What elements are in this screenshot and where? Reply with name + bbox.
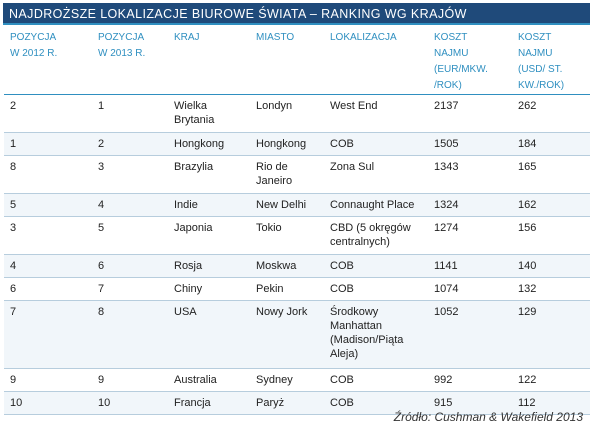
cell-city: Paryż — [250, 391, 324, 415]
cell-country: Australia — [168, 368, 250, 392]
cell-country: Chiny — [168, 277, 250, 301]
cell-country: Hongkong — [168, 132, 250, 156]
cell-cost-eur: 1324 — [428, 193, 512, 217]
cell-pos2013: 2 — [92, 132, 168, 156]
cell-cost-eur: 1343 — [428, 155, 512, 194]
cell-cost-eur: 1052 — [428, 300, 512, 369]
cell-country: Rosja — [168, 254, 250, 278]
table-row: 9 9 Australia Sydney COB 992 122 — [4, 368, 590, 392]
table-row: 10 10 Francja Paryż COB 915 112 — [4, 391, 590, 415]
table-row: 5 4 Indie New Delhi Connaught Place 1324… — [4, 193, 590, 217]
column-header-city: MIASTO — [250, 28, 324, 95]
cell-cost-eur: 1274 — [428, 216, 512, 255]
cell-pos2012: 1 — [4, 132, 92, 156]
column-header-cost-eur: KOSZT NAJMU (EUR/MKW./ROK) — [428, 28, 512, 95]
cell-pos2013: 8 — [92, 300, 168, 369]
column-header-pos2012: POZYCJA W 2012 R. — [4, 28, 92, 95]
cell-pos2013: 9 — [92, 368, 168, 392]
cell-cost-usd: 122 — [512, 368, 590, 392]
cell-city: Hongkong — [250, 132, 324, 156]
cell-pos2012: 10 — [4, 391, 92, 415]
cell-location: Środkowy Manhattan (Madison/Piąta Aleja) — [324, 300, 428, 369]
cell-location: COB — [324, 254, 428, 278]
cell-country: USA — [168, 300, 250, 369]
cell-country: Japonia — [168, 216, 250, 255]
cell-location: Zona Sul — [324, 155, 428, 194]
cell-country: Brazylia — [168, 155, 250, 194]
column-header-cost-usd: KOSZT NAJMU (USD/ ST. KW./ROK) — [512, 28, 590, 95]
cell-pos2012: 2 — [4, 94, 92, 133]
cell-country: Indie — [168, 193, 250, 217]
cell-location: COB — [324, 391, 428, 415]
cell-location: CBD (5 okręgów centralnych) — [324, 216, 428, 255]
table-header-row: POZYCJA W 2012 R. POZYCJA W 2013 R. KRAJ M… — [4, 28, 590, 95]
cell-location: COB — [324, 132, 428, 156]
cell-cost-eur: 1505 — [428, 132, 512, 156]
cell-pos2013: 6 — [92, 254, 168, 278]
cell-city: Sydney — [250, 368, 324, 392]
cell-city: Moskwa — [250, 254, 324, 278]
table-title: NAJDROŻSZE LOKALIZACJE BIUROWE ŚWIATA – … — [3, 3, 590, 25]
cell-country: Wielka Brytania — [168, 94, 250, 133]
cell-city: Rio de Janeiro — [250, 155, 324, 194]
cell-pos2012: 7 — [4, 300, 92, 369]
cell-cost-usd: 112 — [512, 391, 590, 415]
cell-cost-usd: 162 — [512, 193, 590, 217]
cell-cost-usd: 156 — [512, 216, 590, 255]
cell-location: COB — [324, 277, 428, 301]
ranking-table: POZYCJA W 2012 R. POZYCJA W 2013 R. KRAJ M… — [4, 28, 590, 415]
column-header-country: KRAJ — [168, 28, 250, 95]
table-row: 6 7 Chiny Pekin COB 1074 132 — [4, 277, 590, 301]
table-row: 3 5 Japonia Tokio CBD (5 okręgów central… — [4, 216, 590, 255]
cell-city: Tokio — [250, 216, 324, 255]
cell-cost-usd: 165 — [512, 155, 590, 194]
column-header-location: LOKALIZACJA — [324, 28, 428, 95]
cell-pos2013: 3 — [92, 155, 168, 194]
cell-pos2012: 6 — [4, 277, 92, 301]
table-row: 1 2 Hongkong Hongkong COB 1505 184 — [4, 132, 590, 156]
cell-pos2013: 1 — [92, 94, 168, 133]
column-header-pos2013: POZYCJA W 2013 R. — [92, 28, 168, 95]
table-row: 2 1 Wielka Brytania Londyn West End 2137… — [4, 94, 590, 133]
cell-cost-usd: 129 — [512, 300, 590, 369]
cell-pos2013: 5 — [92, 216, 168, 255]
cell-country: Francja — [168, 391, 250, 415]
cell-city: Nowy Jork — [250, 300, 324, 369]
source-note: Źródło: Cushman & Wakefield 2013 — [393, 410, 583, 424]
cell-cost-eur: 2137 — [428, 94, 512, 133]
cell-cost-eur: 1074 — [428, 277, 512, 301]
cell-pos2013: 7 — [92, 277, 168, 301]
cell-pos2012: 4 — [4, 254, 92, 278]
cell-cost-usd: 184 — [512, 132, 590, 156]
cell-pos2012: 3 — [4, 216, 92, 255]
cell-cost-usd: 262 — [512, 94, 590, 133]
cell-location: Connaught Place — [324, 193, 428, 217]
cell-pos2013: 4 — [92, 193, 168, 217]
cell-pos2013: 10 — [92, 391, 168, 415]
cell-city: Londyn — [250, 94, 324, 133]
cell-cost-eur: 992 — [428, 368, 512, 392]
cell-pos2012: 8 — [4, 155, 92, 194]
cell-pos2012: 9 — [4, 368, 92, 392]
cell-cost-usd: 132 — [512, 277, 590, 301]
cell-city: New Delhi — [250, 193, 324, 217]
cell-pos2012: 5 — [4, 193, 92, 217]
cell-cost-eur: 1141 — [428, 254, 512, 278]
cell-cost-usd: 140 — [512, 254, 590, 278]
cell-location: West End — [324, 94, 428, 133]
cell-city: Pekin — [250, 277, 324, 301]
cell-location: COB — [324, 368, 428, 392]
table-row: 4 6 Rosja Moskwa COB 1141 140 — [4, 254, 590, 278]
table-row: 8 3 Brazylia Rio de Janeiro Zona Sul 134… — [4, 155, 590, 194]
table-row: 7 8 USA Nowy Jork Środkowy Manhattan (Ma… — [4, 300, 590, 369]
cell-cost-eur: 915 — [428, 391, 512, 415]
